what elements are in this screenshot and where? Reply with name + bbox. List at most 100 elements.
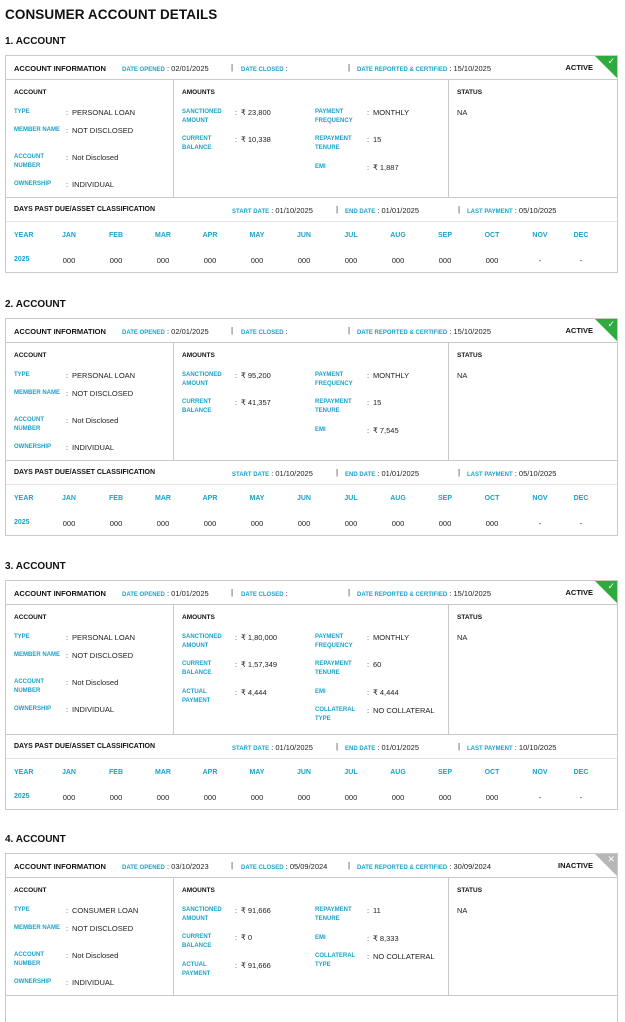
month-header: DEC	[573, 232, 589, 239]
field-label: REPAYMENT TENURE	[315, 661, 352, 676]
field-colon: :	[367, 934, 370, 943]
dpd-value: 000	[438, 256, 452, 265]
month-header: DEC	[573, 495, 589, 502]
field-label: COLLATERAL TYPE	[315, 953, 356, 968]
last-payment-value: : 10/10/2025	[512, 743, 557, 752]
dpd-value: 000	[344, 793, 358, 802]
divider: |	[231, 63, 234, 72]
field-value: INDIVIDUAL	[72, 180, 115, 189]
divider: |	[336, 742, 339, 751]
check-icon: ✓	[607, 581, 615, 591]
field-colon: :	[66, 951, 69, 960]
field-value: ₹ 0	[241, 933, 253, 942]
field-colon: :	[367, 398, 370, 407]
field-value: ₹ 95,200	[241, 371, 271, 380]
field-colon: :	[66, 978, 69, 987]
field-colon: :	[235, 906, 238, 915]
dpd-value: 000	[203, 519, 217, 528]
date-reported-value: : 15/10/2025	[447, 589, 492, 598]
date-opened-value: : 02/01/2025	[164, 64, 209, 73]
dpd-value: 000	[391, 256, 405, 265]
field-label: PAYMENT FREQUENCY	[315, 372, 353, 387]
field-value: PERSONAL LOAN	[72, 633, 136, 642]
date-opened: DATE OPENED : 02/01/2025	[122, 64, 209, 73]
end-date: END DATE : 01/01/2025	[345, 469, 419, 478]
field-value: 15	[373, 398, 382, 407]
month-header: JUN	[296, 495, 311, 502]
field-colon: :	[66, 705, 69, 714]
month-header: APR	[202, 769, 218, 776]
date-opened: DATE OPENED : 02/01/2025	[122, 327, 209, 336]
status-corner	[595, 319, 617, 341]
date-opened-label: DATE OPENED	[122, 865, 165, 871]
amounts-heading: AMOUNTS	[182, 352, 215, 359]
status-badge: ACTIVE	[565, 326, 593, 335]
divider: |	[458, 468, 461, 477]
status-value: NA	[457, 108, 468, 117]
date-closed-label: DATE CLOSED	[241, 865, 284, 871]
start-date-label: START DATE	[232, 746, 270, 752]
date-reported: DATE REPORTED & CERTIFIED : 15/10/2025	[357, 64, 491, 73]
account-body: ACCOUNT TYPE: CONSUMER LOAN MEMBER NAME: NOT…	[6, 878, 617, 996]
year-value: 2025	[14, 793, 30, 800]
field-colon: :	[66, 108, 69, 117]
dpd-value: 000	[297, 256, 311, 265]
field-label: CURRENT BALANCE	[182, 934, 212, 949]
account-info-bar: ACCOUNT INFORMATION DATE OPENED : 02/01/2…	[6, 56, 617, 80]
field-colon: :	[235, 660, 238, 669]
divider: |	[458, 742, 461, 751]
status-badge: ACTIVE	[565, 588, 593, 597]
date-reported: DATE REPORTED & CERTIFIED : 15/10/2025	[357, 327, 491, 336]
month-header: DEC	[573, 769, 589, 776]
start-date: START DATE : 01/10/2025	[232, 743, 313, 752]
amounts-column: AMOUNTS SANCTIONED AMOUNT: ₹ 1,80,000 CURRE…	[174, 605, 449, 734]
field-label: SANCTIONED AMOUNT	[182, 907, 222, 922]
field-value: INDIVIDUAL	[72, 705, 115, 714]
dpd-value: 000	[203, 256, 217, 265]
field-colon: :	[66, 443, 69, 452]
dpd-value: -	[579, 256, 583, 265]
date-closed-value: :	[283, 327, 288, 336]
start-date-label: START DATE	[232, 472, 270, 478]
field-colon: :	[66, 389, 69, 398]
field-value: ₹ 1,80,000	[241, 633, 278, 642]
month-header: JUL	[344, 495, 358, 502]
dpd-value: 000	[485, 519, 499, 528]
date-closed: DATE CLOSED :	[241, 64, 288, 73]
month-header: FEB	[109, 495, 123, 502]
field-value: INDIVIDUAL	[72, 443, 115, 452]
field-colon: :	[367, 660, 370, 669]
month-header: MAY	[249, 495, 265, 502]
account-heading: ACCOUNT	[14, 352, 47, 359]
field-label: TYPE	[14, 109, 30, 115]
amounts-column: AMOUNTS SANCTIONED AMOUNT: ₹ 91,666 CURRENT…	[174, 878, 449, 995]
field-value: ₹ 8,333	[373, 934, 399, 943]
dpd-value: -	[538, 519, 542, 528]
field-label: ACTUAL PAYMENT	[182, 962, 211, 977]
month-header: FEB	[109, 769, 123, 776]
status-column: STATUS NA	[449, 605, 617, 734]
field-colon: :	[367, 163, 370, 172]
month-header: APR	[202, 495, 218, 502]
dpd-value: 000	[391, 519, 405, 528]
account-column: ACCOUNT TYPE: PERSONAL LOAN MEMBER NAME: NOT…	[6, 605, 174, 734]
field-label: ACCOUNT NUMBER	[14, 154, 44, 169]
field-value: INDIVIDUAL	[72, 978, 115, 987]
field-label: PAYMENT FREQUENCY	[315, 634, 353, 649]
field-colon: :	[367, 688, 370, 697]
end-date: END DATE : 01/01/2025	[345, 743, 419, 752]
field-value: PERSONAL LOAN	[72, 371, 136, 380]
date-closed-value: :	[283, 64, 288, 73]
account-body: ACCOUNT TYPE: PERSONAL LOAN MEMBER NAME: NOT…	[6, 80, 617, 198]
dpd-value: 000	[391, 793, 405, 802]
field-colon: :	[66, 180, 69, 189]
date-closed-label: DATE CLOSED	[241, 67, 284, 73]
date-opened-label: DATE OPENED	[122, 67, 165, 73]
date-opened: DATE OPENED : 03/10/2023	[122, 862, 209, 871]
field-value: NOT DISCLOSED	[72, 924, 134, 933]
field-value: 60	[373, 660, 382, 669]
amounts-heading: AMOUNTS	[182, 887, 215, 894]
date-reported-value: : 15/10/2025	[447, 64, 492, 73]
month-header: JUL	[344, 769, 358, 776]
field-value: Not Disclosed	[72, 678, 119, 687]
